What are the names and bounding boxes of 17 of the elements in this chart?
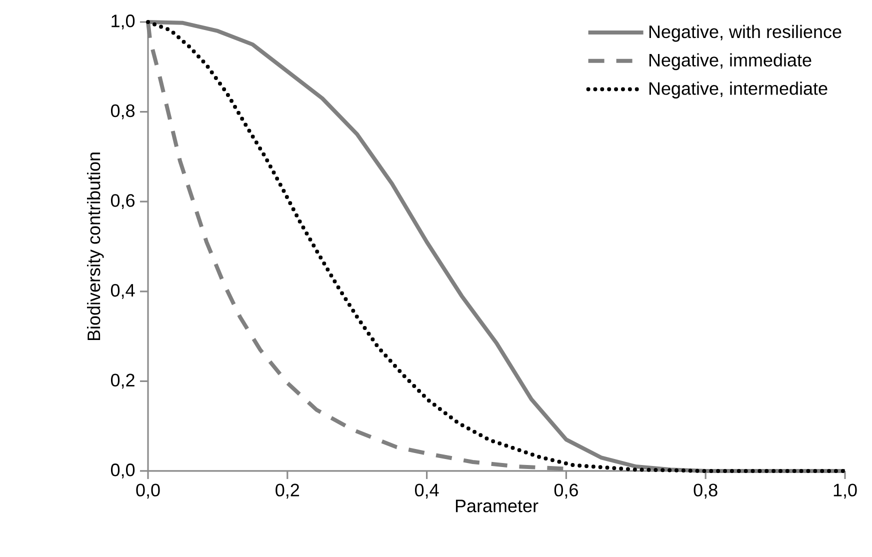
legend-label: Negative, immediate [649, 53, 812, 70]
y-tick-label: 0,4 [110, 284, 135, 299]
x-tick-label: 1,0 [834, 484, 857, 499]
y-tick-label: 0,6 [110, 194, 135, 210]
x-tick-label: 0,6 [554, 484, 578, 499]
x-tick-label: 0,0 [136, 484, 160, 499]
x-axis-title: Parameter [456, 500, 538, 512]
x-tick-label: 0,2 [276, 484, 300, 499]
y-axis-title: Biodiversity contribution [87, 152, 104, 340]
x-tick-label: 0,8 [694, 484, 718, 499]
y-tick-label: 0,8 [110, 104, 135, 120]
legend-label: Negative, with resilience [649, 24, 842, 42]
y-tick-label: 0,0 [110, 464, 135, 478]
y-tick-label: 1,0 [112, 14, 135, 30]
x-tick-label: 0,4 [415, 484, 439, 499]
y-tick-label: 0,2 [110, 374, 134, 389]
legend-label: Negative, intermediate [649, 82, 828, 98]
